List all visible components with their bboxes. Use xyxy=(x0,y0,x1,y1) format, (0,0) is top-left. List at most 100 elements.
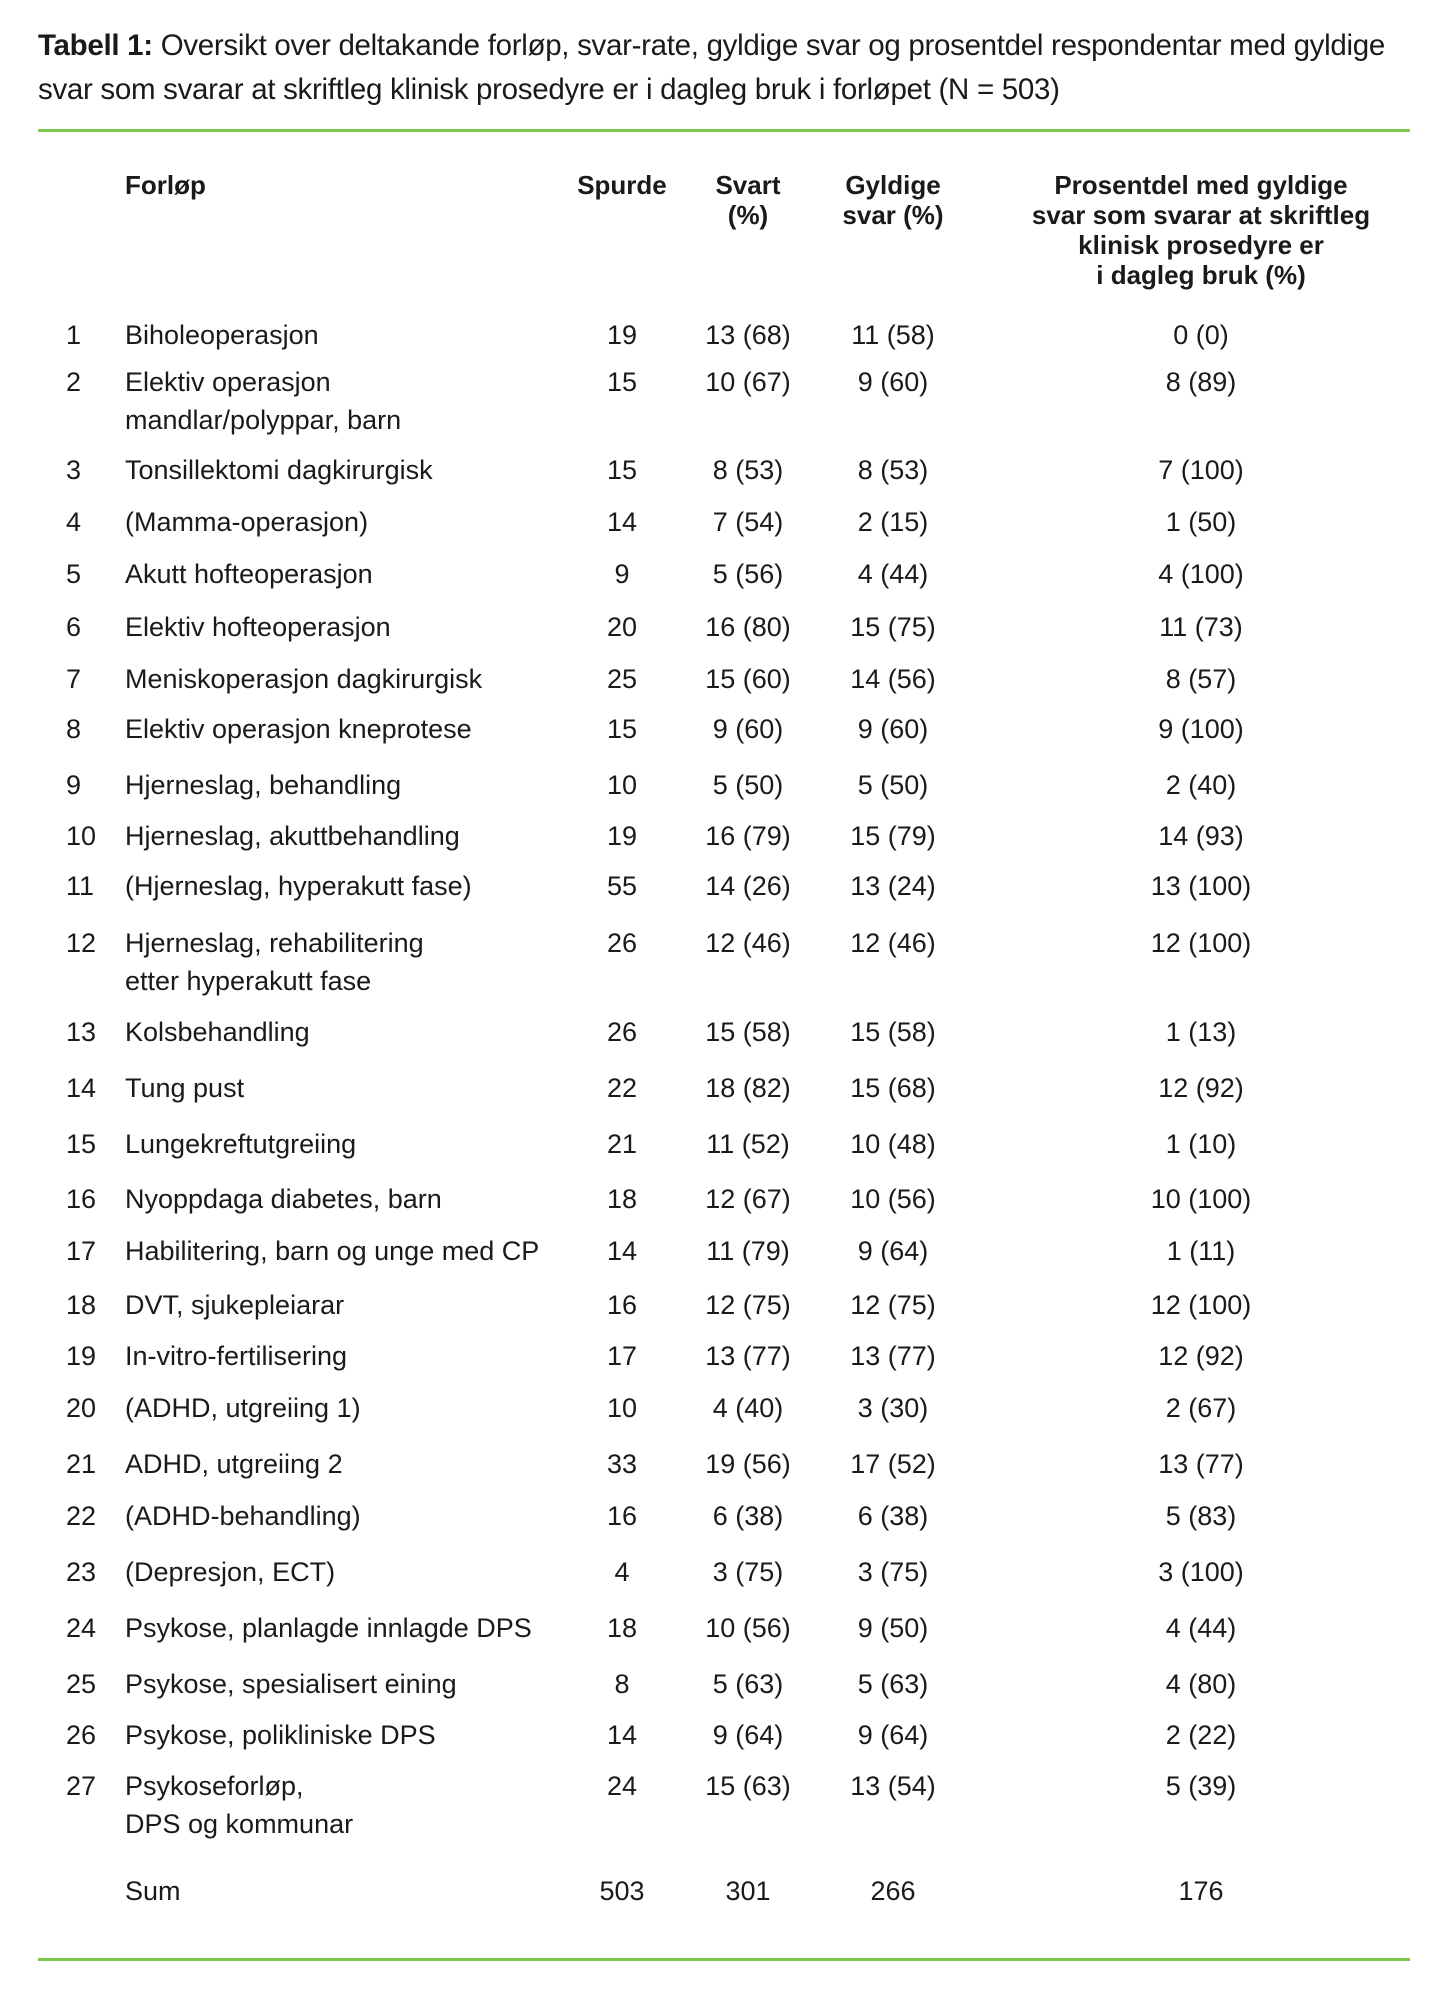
row-name: (ADHD, utgreiing 1) xyxy=(125,1393,361,1423)
cell-svart: 10 (56) xyxy=(705,1613,791,1643)
cell-prosentdel: 5 (39) xyxy=(1165,1771,1237,1801)
row-number: 10 xyxy=(66,821,97,851)
cell-spurde: 10 xyxy=(606,770,638,800)
row-name: Psykose, planlagde innlagde DPS xyxy=(125,1613,532,1643)
row-name: Elektiv hofteoperasjon xyxy=(125,612,391,642)
cell-gyldige: 11 (58) xyxy=(851,320,935,350)
cell-gyldige: 3 (30) xyxy=(857,1393,929,1423)
cell-svart: 5 (50) xyxy=(712,770,784,800)
cell-prosentdel: 8 (57) xyxy=(1165,664,1237,694)
cell-gyldige: 5 (63) xyxy=(857,1669,929,1699)
row-number: 13 xyxy=(66,1017,97,1047)
cell-svart: 19 (56) xyxy=(705,1449,791,1479)
cell-prosentdel: 9 (100) xyxy=(1158,714,1244,744)
row-name: ADHD, utgreiing 2 xyxy=(125,1449,343,1479)
caption-label: Tabell 1: xyxy=(38,29,153,62)
cell-spurde: 19 xyxy=(606,821,638,851)
row-number: 11 xyxy=(66,871,95,901)
cell-svart: 13 (77) xyxy=(705,1341,791,1371)
cell-gyldige: 2 (15) xyxy=(857,507,929,537)
cell-gyldige: 13 (24) xyxy=(850,871,936,901)
cell-gyldige: 4 (44) xyxy=(857,559,929,589)
header-forlop: Forløp xyxy=(125,170,206,200)
row-number: 18 xyxy=(66,1290,97,1320)
cell-svart: 16 (79) xyxy=(705,821,791,851)
row-number: 20 xyxy=(66,1393,97,1423)
bottom-rule xyxy=(38,1958,1410,1961)
header-svart: Svart (%) xyxy=(715,170,781,230)
row-name: Hjerneslag, rehabilitering etter hyperak… xyxy=(125,928,424,996)
row-name: Habilitering, barn og unge med CP xyxy=(125,1236,540,1266)
row-number: 24 xyxy=(66,1613,97,1643)
cell-svart: 18 (82) xyxy=(705,1073,791,1103)
row-number: 27 xyxy=(66,1771,97,1801)
cell-prosentdel: 176 xyxy=(1178,1876,1224,1906)
cell-svart: 15 (58) xyxy=(705,1017,791,1047)
cell-gyldige: 6 (38) xyxy=(857,1501,929,1531)
cell-gyldige: 9 (64) xyxy=(857,1236,929,1266)
cell-prosentdel: 11 (73) xyxy=(1159,612,1243,642)
row-number: 25 xyxy=(66,1669,97,1699)
cell-svart: 12 (46) xyxy=(705,928,791,958)
cell-prosentdel: 1 (11) xyxy=(1166,1236,1236,1266)
cell-gyldige: 12 (46) xyxy=(850,928,936,958)
cell-spurde: 20 xyxy=(606,612,638,642)
cell-gyldige: 266 xyxy=(870,1876,916,1906)
cell-gyldige: 9 (64) xyxy=(857,1720,929,1750)
cell-svart: 12 (75) xyxy=(705,1290,791,1320)
cell-spurde: 21 xyxy=(606,1129,638,1159)
row-name: (Depresjon, ECT) xyxy=(125,1557,336,1587)
row-number: 8 xyxy=(66,714,82,744)
row-name: Biholeoperasjon xyxy=(125,320,319,350)
cell-svart: 14 (26) xyxy=(705,871,791,901)
cell-spurde: 16 xyxy=(606,1501,638,1531)
cell-gyldige: 5 (50) xyxy=(857,770,929,800)
cell-gyldige: 10 (48) xyxy=(850,1129,936,1159)
cell-spurde: 26 xyxy=(606,1017,638,1047)
row-name: Tung pust xyxy=(125,1073,245,1103)
cell-gyldige: 13 (54) xyxy=(850,1771,936,1801)
cell-spurde: 14 xyxy=(606,1720,638,1750)
cell-svart: 12 (67) xyxy=(705,1184,791,1214)
row-number: 17 xyxy=(66,1236,97,1266)
row-number: 26 xyxy=(66,1720,97,1750)
header-gyldige: Gyldige svar (%) xyxy=(842,170,944,230)
cell-gyldige: 10 (56) xyxy=(850,1184,936,1214)
cell-spurde: 8 xyxy=(614,1669,630,1699)
cell-prosentdel: 14 (93) xyxy=(1158,821,1244,851)
cell-spurde: 9 xyxy=(614,559,630,589)
cell-spurde: 10 xyxy=(606,1393,638,1423)
cell-prosentdel: 1 (10) xyxy=(1165,1129,1237,1159)
cell-spurde: 55 xyxy=(606,871,638,901)
row-number: 12 xyxy=(66,928,97,958)
cell-svart: 16 (80) xyxy=(705,612,791,642)
cell-spurde: 18 xyxy=(606,1613,638,1643)
cell-gyldige: 9 (60) xyxy=(857,714,929,744)
header-spurde: Spurde xyxy=(577,170,667,200)
row-number: 1 xyxy=(66,320,82,350)
cell-svart: 6 (38) xyxy=(712,1501,784,1531)
cell-gyldige: 17 (52) xyxy=(850,1449,936,1479)
cell-spurde: 15 xyxy=(606,455,638,485)
cell-spurde: 15 xyxy=(606,714,638,744)
row-number: 6 xyxy=(66,612,82,642)
row-number: 21 xyxy=(66,1449,97,1479)
cell-gyldige: 15 (79) xyxy=(850,821,936,851)
cell-gyldige: 9 (50) xyxy=(857,1613,929,1643)
cell-svart: 301 xyxy=(725,1876,771,1906)
row-name: Nyoppdaga diabetes, barn xyxy=(125,1184,442,1214)
cell-prosentdel: 8 (89) xyxy=(1165,367,1237,397)
cell-svart: 8 (53) xyxy=(712,455,784,485)
row-name: Akutt hofteoperasjon xyxy=(125,559,373,589)
row-name: Tonsillektomi dagkirurgisk xyxy=(125,455,433,485)
cell-svart: 5 (63) xyxy=(712,1669,784,1699)
cell-prosentdel: 13 (77) xyxy=(1158,1449,1244,1479)
row-name: Sum xyxy=(125,1876,181,1906)
cell-gyldige: 13 (77) xyxy=(850,1341,936,1371)
cell-prosentdel: 13 (100) xyxy=(1150,871,1252,901)
cell-prosentdel: 2 (22) xyxy=(1165,1720,1237,1750)
cell-gyldige: 15 (58) xyxy=(850,1017,936,1047)
row-number: 5 xyxy=(66,559,82,589)
row-name: In-vitro-fertilisering xyxy=(125,1341,348,1371)
cell-gyldige: 15 (68) xyxy=(850,1073,936,1103)
